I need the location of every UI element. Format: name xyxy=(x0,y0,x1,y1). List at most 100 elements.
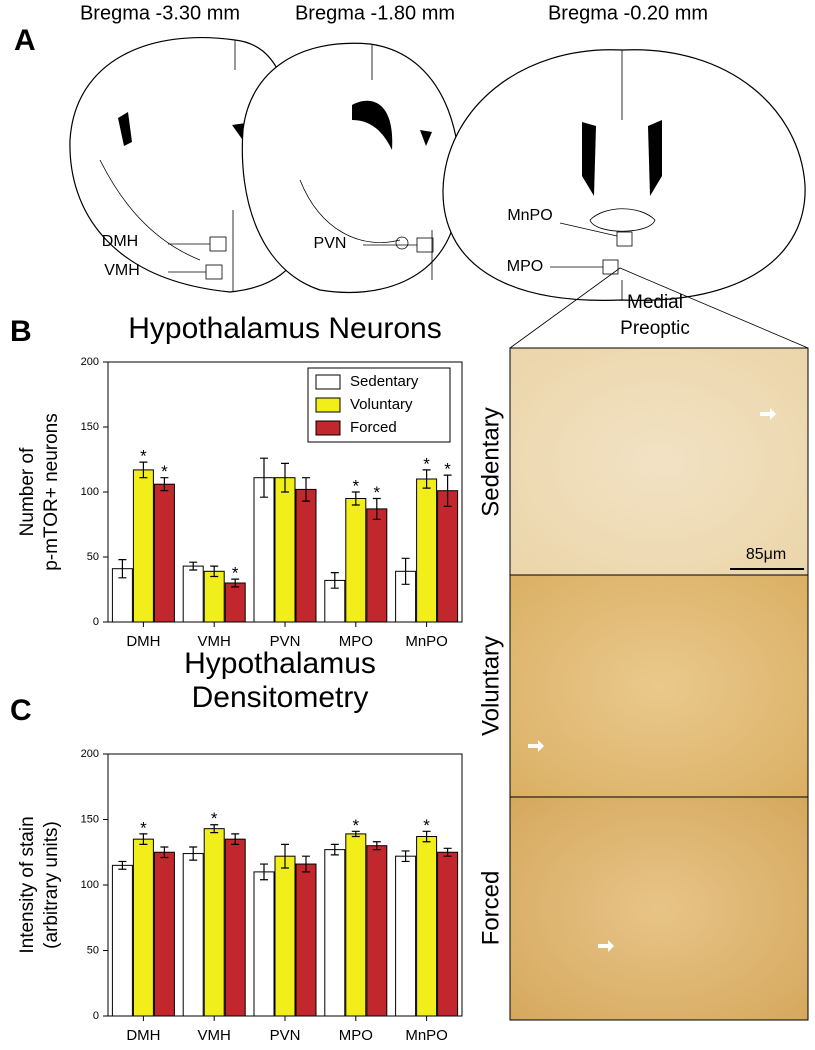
bar xyxy=(132,838,154,1017)
legend-swatch xyxy=(315,420,341,436)
x-tick-label: MnPO xyxy=(405,633,448,650)
significance-marker: * xyxy=(211,809,218,828)
bar xyxy=(395,855,417,1017)
significance-marker: * xyxy=(444,460,451,479)
bar xyxy=(182,853,204,1017)
error-bar xyxy=(260,863,268,881)
y-axis-label: (arbitrary units) xyxy=(41,821,62,949)
legend-label: Forced xyxy=(350,419,397,436)
legend-swatch xyxy=(315,374,341,390)
significance-marker: * xyxy=(232,564,239,583)
bar xyxy=(324,849,346,1017)
bar xyxy=(416,836,438,1017)
bar xyxy=(203,828,225,1017)
micrograph xyxy=(509,574,809,798)
chart-title: Hypothalamus Neurons xyxy=(128,312,442,345)
x-tick-label: MnPO xyxy=(405,1027,448,1044)
significance-marker: * xyxy=(423,816,430,835)
significance-marker: * xyxy=(352,476,359,495)
error-bar xyxy=(443,847,452,857)
error-bar xyxy=(118,559,127,579)
row-label: Voluntary xyxy=(477,636,504,736)
error-bar xyxy=(189,561,198,571)
region-label: MnPO xyxy=(507,207,552,224)
bar xyxy=(253,871,275,1017)
significance-marker: * xyxy=(161,462,168,481)
y-tick-label: 100 xyxy=(81,879,99,891)
region-title: Medial xyxy=(627,292,683,313)
y-tick-label: 0 xyxy=(93,1010,99,1022)
x-tick-label: MPO xyxy=(339,1027,373,1044)
error-bar xyxy=(210,824,219,834)
bar xyxy=(253,477,275,623)
error-bar xyxy=(422,830,431,843)
bar xyxy=(295,488,317,623)
significance-marker: * xyxy=(140,818,147,837)
bar xyxy=(153,851,175,1017)
chart-title: Hypothalamus xyxy=(184,647,376,680)
bar xyxy=(437,851,459,1017)
y-axis-label: Intensity of stain xyxy=(17,816,38,953)
row-label: Forced xyxy=(477,871,504,946)
error-bar xyxy=(231,833,240,845)
bar xyxy=(153,483,175,623)
x-tick-label: MPO xyxy=(339,633,373,650)
error-bar xyxy=(401,557,410,585)
error-bar xyxy=(422,469,431,489)
panel-letter: C xyxy=(10,694,32,727)
significance-marker: * xyxy=(140,447,147,466)
x-tick-label: VMH xyxy=(198,1027,231,1044)
error-bar xyxy=(118,860,127,870)
error-bar xyxy=(281,462,289,493)
bar xyxy=(437,490,459,623)
error-bar xyxy=(139,461,148,479)
y-tick-label: 150 xyxy=(81,421,99,433)
legend-label: Voluntary xyxy=(350,396,413,413)
bar xyxy=(295,863,317,1017)
row-label: Sedentary xyxy=(477,407,504,516)
region-label: MPO xyxy=(507,258,543,275)
x-tick-label: DMH xyxy=(126,1027,160,1044)
bar xyxy=(111,864,133,1017)
section-label: Bregma -3.30 mm xyxy=(80,2,240,24)
micrograph xyxy=(509,796,809,1021)
bar xyxy=(345,498,367,623)
panel-letter: B xyxy=(10,315,32,348)
chart-title: Densitometry xyxy=(192,681,369,714)
error-bar xyxy=(260,457,268,498)
y-tick-label: 150 xyxy=(81,813,99,825)
x-tick-label: PVN xyxy=(270,1027,301,1044)
region-title: Preoptic xyxy=(620,318,690,339)
x-tick-label: VMH xyxy=(198,633,231,650)
brain-section xyxy=(442,49,806,301)
region-label: VMH xyxy=(104,262,140,279)
error-bar xyxy=(351,491,360,506)
significance-marker: * xyxy=(423,454,430,473)
y-tick-label: 100 xyxy=(81,486,99,498)
legend-label: Sedentary xyxy=(350,373,419,390)
y-tick-label: 0 xyxy=(93,616,99,628)
bar xyxy=(182,565,204,623)
section-label: Bregma -1.80 mm xyxy=(295,2,455,24)
bar xyxy=(366,508,388,623)
significance-marker: * xyxy=(352,816,359,835)
bar xyxy=(224,838,246,1017)
error-bar xyxy=(302,477,310,502)
region-label: DMH xyxy=(102,233,138,250)
bar xyxy=(274,477,296,623)
bar xyxy=(274,855,296,1017)
bar xyxy=(224,582,246,623)
error-bar xyxy=(302,855,310,873)
error-bar xyxy=(443,474,452,507)
x-tick-label: PVN xyxy=(270,633,301,650)
x-tick-label: DMH xyxy=(126,633,160,650)
error-bar xyxy=(372,497,381,520)
error-bar xyxy=(330,572,339,589)
y-tick-label: 200 xyxy=(81,748,99,760)
brain-section xyxy=(241,42,461,294)
bar xyxy=(203,570,225,623)
region-label: PVN xyxy=(314,235,347,252)
significance-marker: * xyxy=(373,483,380,502)
error-bar xyxy=(330,843,339,856)
